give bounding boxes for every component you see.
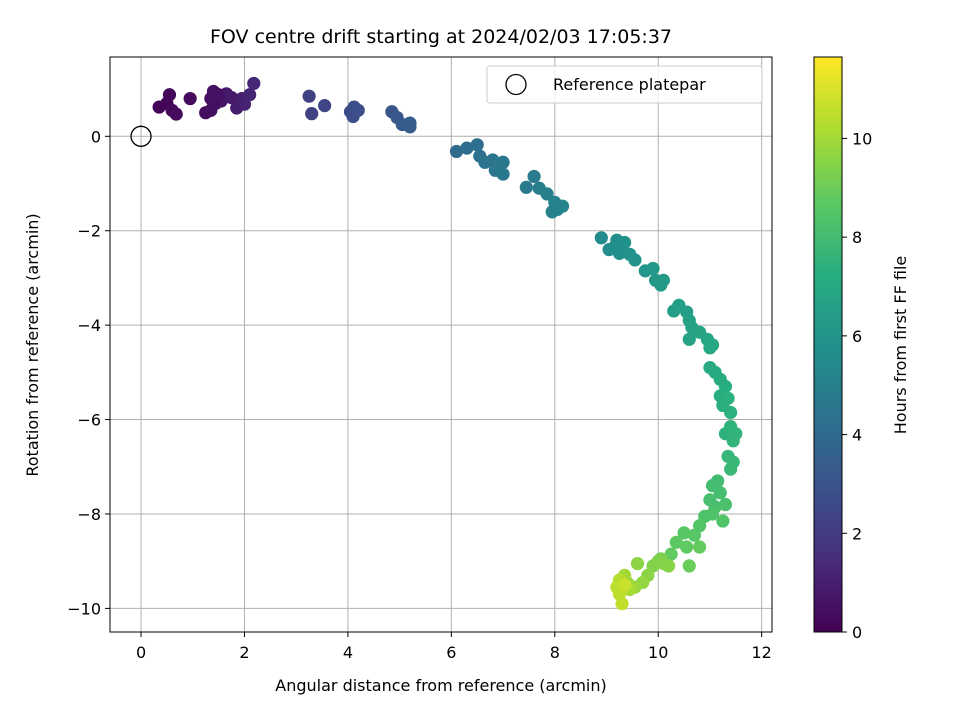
data-point [212,88,226,102]
data-point [615,597,629,611]
y-tick-label: 0 [91,127,101,146]
x-tick-label: 2 [239,643,249,662]
x-axis-ticks: 0 2 4 6 8 10 12 [136,632,772,662]
colorbar-ticks: 0 2 4 6 8 10 [842,129,872,642]
data-point [169,107,183,121]
data-point [470,138,484,152]
data-point [724,462,738,476]
y-tick-label: −8 [77,505,101,524]
x-tick-label: 10 [648,643,668,662]
y-tick-label: −4 [77,316,101,335]
colorbar-tick-label: 8 [852,228,862,247]
grid-lines [110,57,772,632]
data-point [351,103,365,117]
data-point [682,332,696,346]
data-point [519,180,533,194]
y-tick-label: −10 [67,599,101,618]
data-point [403,120,417,134]
data-point [183,91,197,106]
y-axis-label: Rotation from reference (arcmin) [23,213,42,476]
data-point [594,231,608,245]
colorbar-label: Hours from first FF file [891,256,910,435]
data-point [630,556,645,571]
chart-title: FOV centre drift starting at 2024/02/03 … [210,26,672,48]
data-point [677,526,691,540]
data-point [243,88,257,102]
data-point [705,338,720,352]
legend-box [486,65,763,104]
colorbar-tick-label: 2 [852,524,862,543]
data-point [718,379,733,394]
legend-entry: Reference platepar [553,75,706,94]
data-point [162,88,177,102]
data-points [152,76,743,611]
data-point [618,578,632,592]
colorbar-tick-label: 4 [852,426,862,445]
data-point [664,547,678,561]
data-point [682,559,696,573]
reference-marker [130,125,152,147]
data-point [460,141,474,155]
data-point [656,273,670,287]
data-point [305,107,319,121]
data-point [680,540,694,554]
data-point [687,528,702,542]
data-point [721,391,735,405]
data-point [661,559,676,573]
data-point [555,199,570,213]
data-point [318,99,332,113]
x-tick-label: 12 [751,643,771,662]
data-point [724,405,738,420]
data-point [224,90,239,105]
data-point [726,434,740,448]
data-point [496,167,510,181]
data-point [540,187,554,201]
data-point [527,169,541,184]
data-point [628,253,642,267]
colorbar-gradient [813,56,843,633]
legend: Reference platepar [486,65,763,104]
data-point [618,235,632,250]
reference-point [130,125,152,147]
legend-reference-marker [505,73,527,96]
colorbar-tick-label: 0 [852,623,862,642]
plot-frame [109,56,773,633]
data-point [716,514,730,528]
colorbar-tick-label: 10 [852,129,872,148]
data-point [646,261,660,276]
colorbar-tick-label: 6 [852,327,862,346]
data-point [449,144,464,159]
x-tick-label: 4 [343,643,353,662]
data-point [718,497,733,512]
y-tick-label: −2 [77,222,101,241]
y-tick-label: −6 [77,411,101,430]
data-point [496,155,510,169]
data-point [692,540,707,554]
colorbar: 0 2 4 6 8 10 Hours from first FF file [813,56,910,642]
x-axis-label: Angular distance from reference (arcmin) [275,676,606,695]
data-point [247,76,261,91]
x-tick-label: 8 [550,643,560,662]
data-point [669,535,683,549]
data-point [713,486,727,500]
x-tick-label: 6 [446,643,456,662]
x-tick-label: 0 [136,643,146,662]
data-point [302,89,316,103]
data-point [705,507,720,521]
y-axis-ticks: 0 −2 −4 −6 −8 −10 [67,127,110,618]
